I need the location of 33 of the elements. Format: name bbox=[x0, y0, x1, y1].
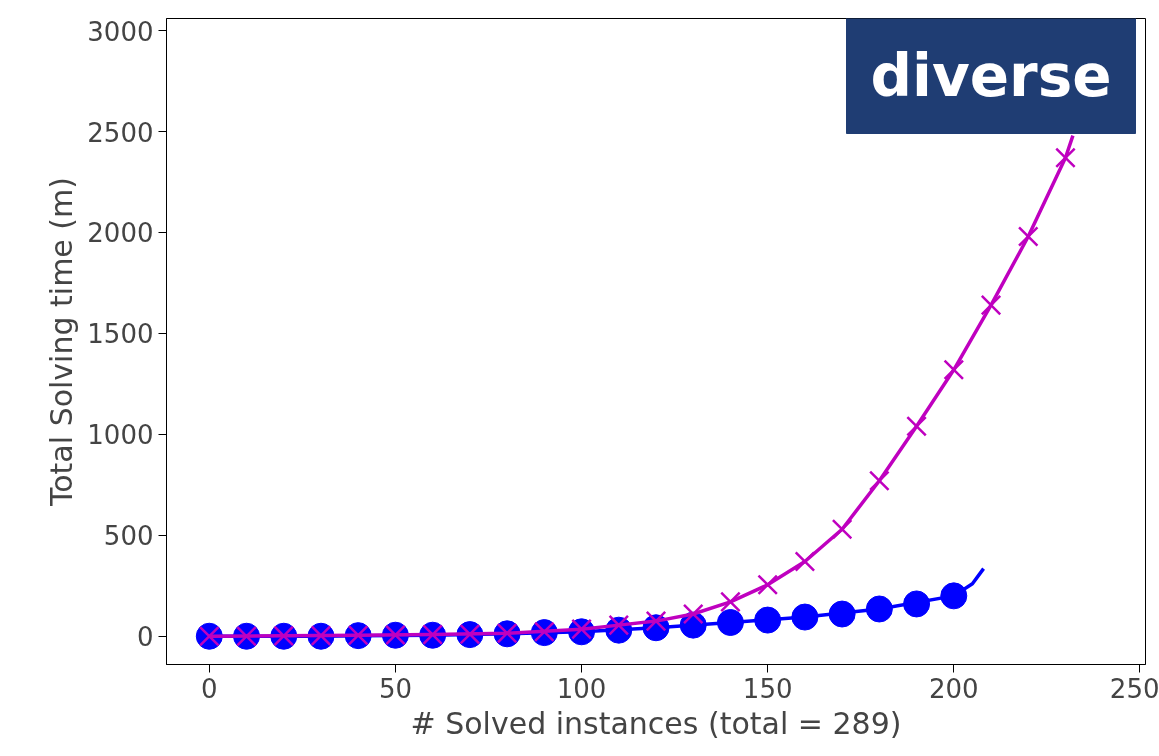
point bbox=[794, 551, 816, 572]
x-tick-label: 50 bbox=[378, 673, 412, 704]
annotation: diverse bbox=[870, 41, 1112, 110]
point bbox=[828, 600, 856, 628]
x-tick-label: 250 bbox=[1109, 673, 1159, 704]
point bbox=[831, 518, 853, 540]
point bbox=[757, 574, 779, 596]
point bbox=[1055, 147, 1076, 169]
point bbox=[980, 294, 1002, 316]
x-tick-label: 100 bbox=[556, 673, 607, 704]
point bbox=[940, 582, 968, 610]
y-tick-label: 500 bbox=[103, 521, 154, 552]
y-tick-label: 2000 bbox=[87, 218, 154, 249]
point bbox=[903, 590, 931, 618]
y-tick-label: 2500 bbox=[87, 117, 154, 148]
point bbox=[865, 595, 893, 623]
point bbox=[906, 415, 928, 437]
point bbox=[754, 606, 782, 634]
point bbox=[868, 470, 890, 492]
point bbox=[943, 359, 965, 381]
point bbox=[716, 609, 744, 636]
x-tick-label: 0 bbox=[201, 673, 218, 704]
point bbox=[720, 591, 741, 613]
y-tick-label: 3000 bbox=[87, 16, 154, 47]
x-tick-label: 200 bbox=[928, 673, 979, 704]
x-tick-label: 150 bbox=[742, 673, 793, 704]
point bbox=[1017, 226, 1039, 247]
y-tick-label: 1500 bbox=[87, 319, 154, 350]
x-axis-title: # Solved instances (total = 289) bbox=[410, 705, 902, 741]
y-tick-label: 0 bbox=[136, 622, 154, 653]
y-tick-label: 1000 bbox=[87, 420, 154, 451]
y-axis-title: Total Solving time (m) bbox=[44, 177, 80, 507]
point bbox=[791, 603, 819, 631]
